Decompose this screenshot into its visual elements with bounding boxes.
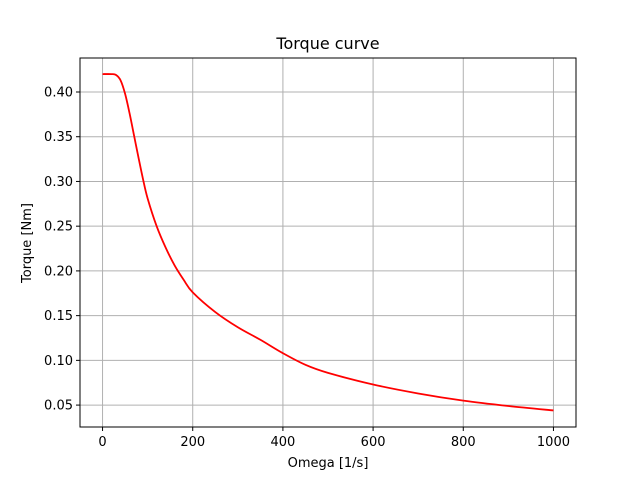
torque-series-line (102, 73, 554, 412)
y-tick-label: 0.30 (44, 175, 73, 190)
y-tick-label: 0.40 (44, 85, 73, 100)
x-tick-label: 1000 (537, 435, 570, 450)
y-tick-label: 0.25 (44, 220, 73, 235)
x-axis-label: Omega [1/s] (288, 456, 369, 471)
x-tick-label: 800 (451, 435, 476, 450)
plot-frame (79, 57, 577, 428)
y-tick-label: 0.35 (44, 130, 73, 145)
y-tick-label: 0.10 (44, 354, 73, 369)
y-tick-label: 0.05 (44, 399, 73, 414)
x-tick-label: 200 (180, 435, 205, 450)
series-layer (102, 73, 554, 412)
chart-title: Torque curve (275, 34, 379, 53)
y-tick-label: 0.20 (44, 264, 73, 279)
x-tick-label: 0 (98, 435, 106, 450)
x-tick-label: 600 (361, 435, 386, 450)
ticks: 0 200 400 600 800 1000 0.05 0.10 0.15 0.20 0.25 0.3… (44, 85, 570, 450)
y-axis-label: Torque [Nm] (20, 203, 35, 284)
x-tick-label: 400 (270, 435, 295, 450)
y-tick-label: 0.15 (44, 309, 73, 324)
grid (80, 58, 576, 427)
